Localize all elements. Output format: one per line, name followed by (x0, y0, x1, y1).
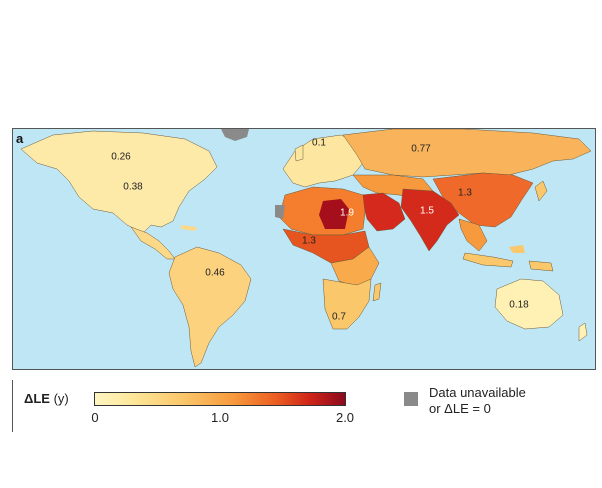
panel-letter: a (16, 131, 24, 146)
legend-title: ΔLE (y) (24, 391, 69, 406)
legend-symbol: ΔLE (24, 391, 50, 406)
unavailable-label: Data unavailable or ΔLE = 0 (429, 385, 526, 417)
map-panel: a 0.26 0.38 0.46 0.1 0.77 1.3 1.9 1.3 1.… (12, 128, 596, 370)
colorbar (94, 392, 346, 406)
colorbar-tick-1: 1.0 (210, 410, 230, 425)
region-value-australia: 0.18 (509, 299, 529, 311)
south-america-shape (168, 246, 252, 368)
region-value-north-africa: 1.9 (340, 207, 354, 219)
region-value-north-america-north: 0.26 (111, 151, 131, 163)
unavailable-label-line2: or ΔLE = 0 (429, 401, 491, 416)
region-value-north-america: 0.38 (123, 181, 143, 193)
southern-africa-shape (322, 278, 372, 330)
south-asia-shape (400, 188, 460, 252)
se-asia-shape (458, 218, 488, 252)
north-america-shape (20, 130, 218, 234)
region-value-southern-africa: 0.7 (332, 311, 346, 323)
colorbar-tick-2: 2.0 (335, 410, 355, 425)
australia-shape (494, 278, 564, 330)
world-map (13, 129, 595, 369)
region-value-russia: 0.77 (411, 143, 431, 155)
russia-shape (342, 129, 592, 178)
region-value-west-africa: 1.3 (302, 235, 316, 247)
unavailable-swatch (404, 392, 418, 406)
region-value-europe: 0.1 (312, 137, 326, 149)
unavailable-label-line1: Data unavailable (429, 385, 526, 400)
legend-divider (12, 380, 13, 432)
central-africa-shape (330, 246, 380, 288)
region-value-east-asia: 1.3 (458, 187, 472, 199)
legend-unit: (y) (53, 391, 69, 406)
region-value-south-america: 0.46 (205, 267, 225, 279)
greenland-shape (221, 129, 249, 141)
arabia-shape (360, 192, 406, 232)
region-value-south-asia: 1.5 (420, 205, 434, 217)
colorbar-tick-0: 0 (91, 410, 99, 425)
